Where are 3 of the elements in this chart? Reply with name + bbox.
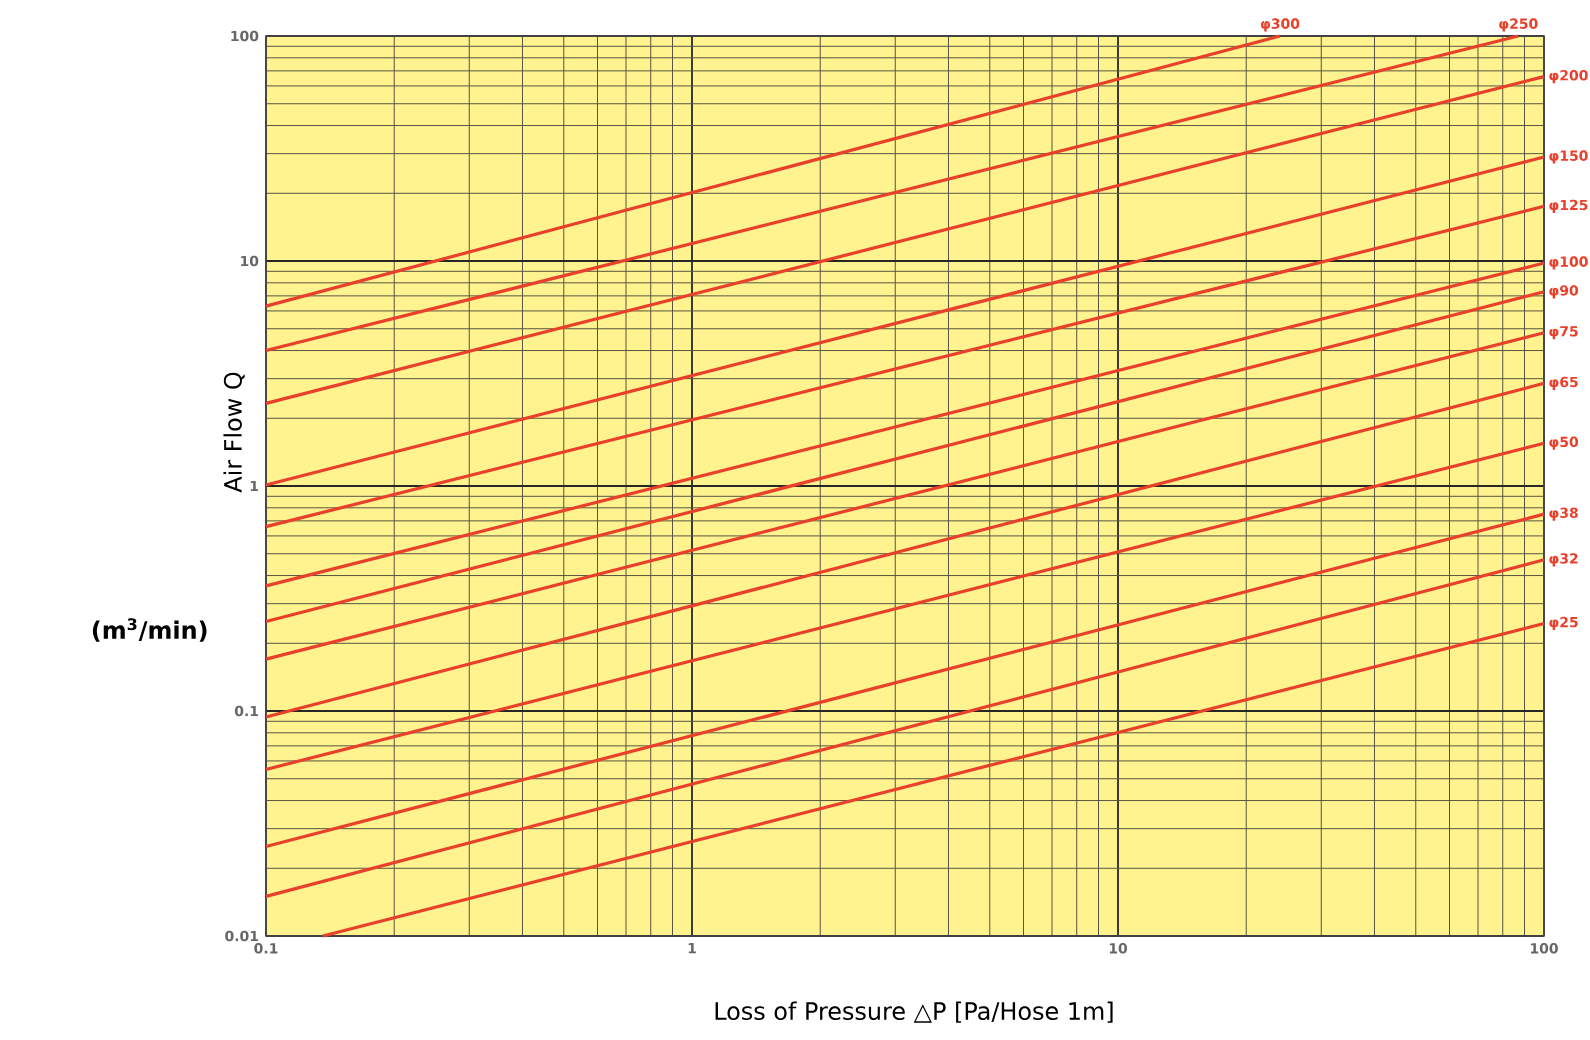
x-axis-title: Loss of Pressure △P [Pa/Hose 1m] — [715, 1001, 1113, 1023]
y-axis-title: Air Flow Q — [223, 372, 245, 493]
text: (m$^{3}$/min) — [92, 618, 207, 642]
